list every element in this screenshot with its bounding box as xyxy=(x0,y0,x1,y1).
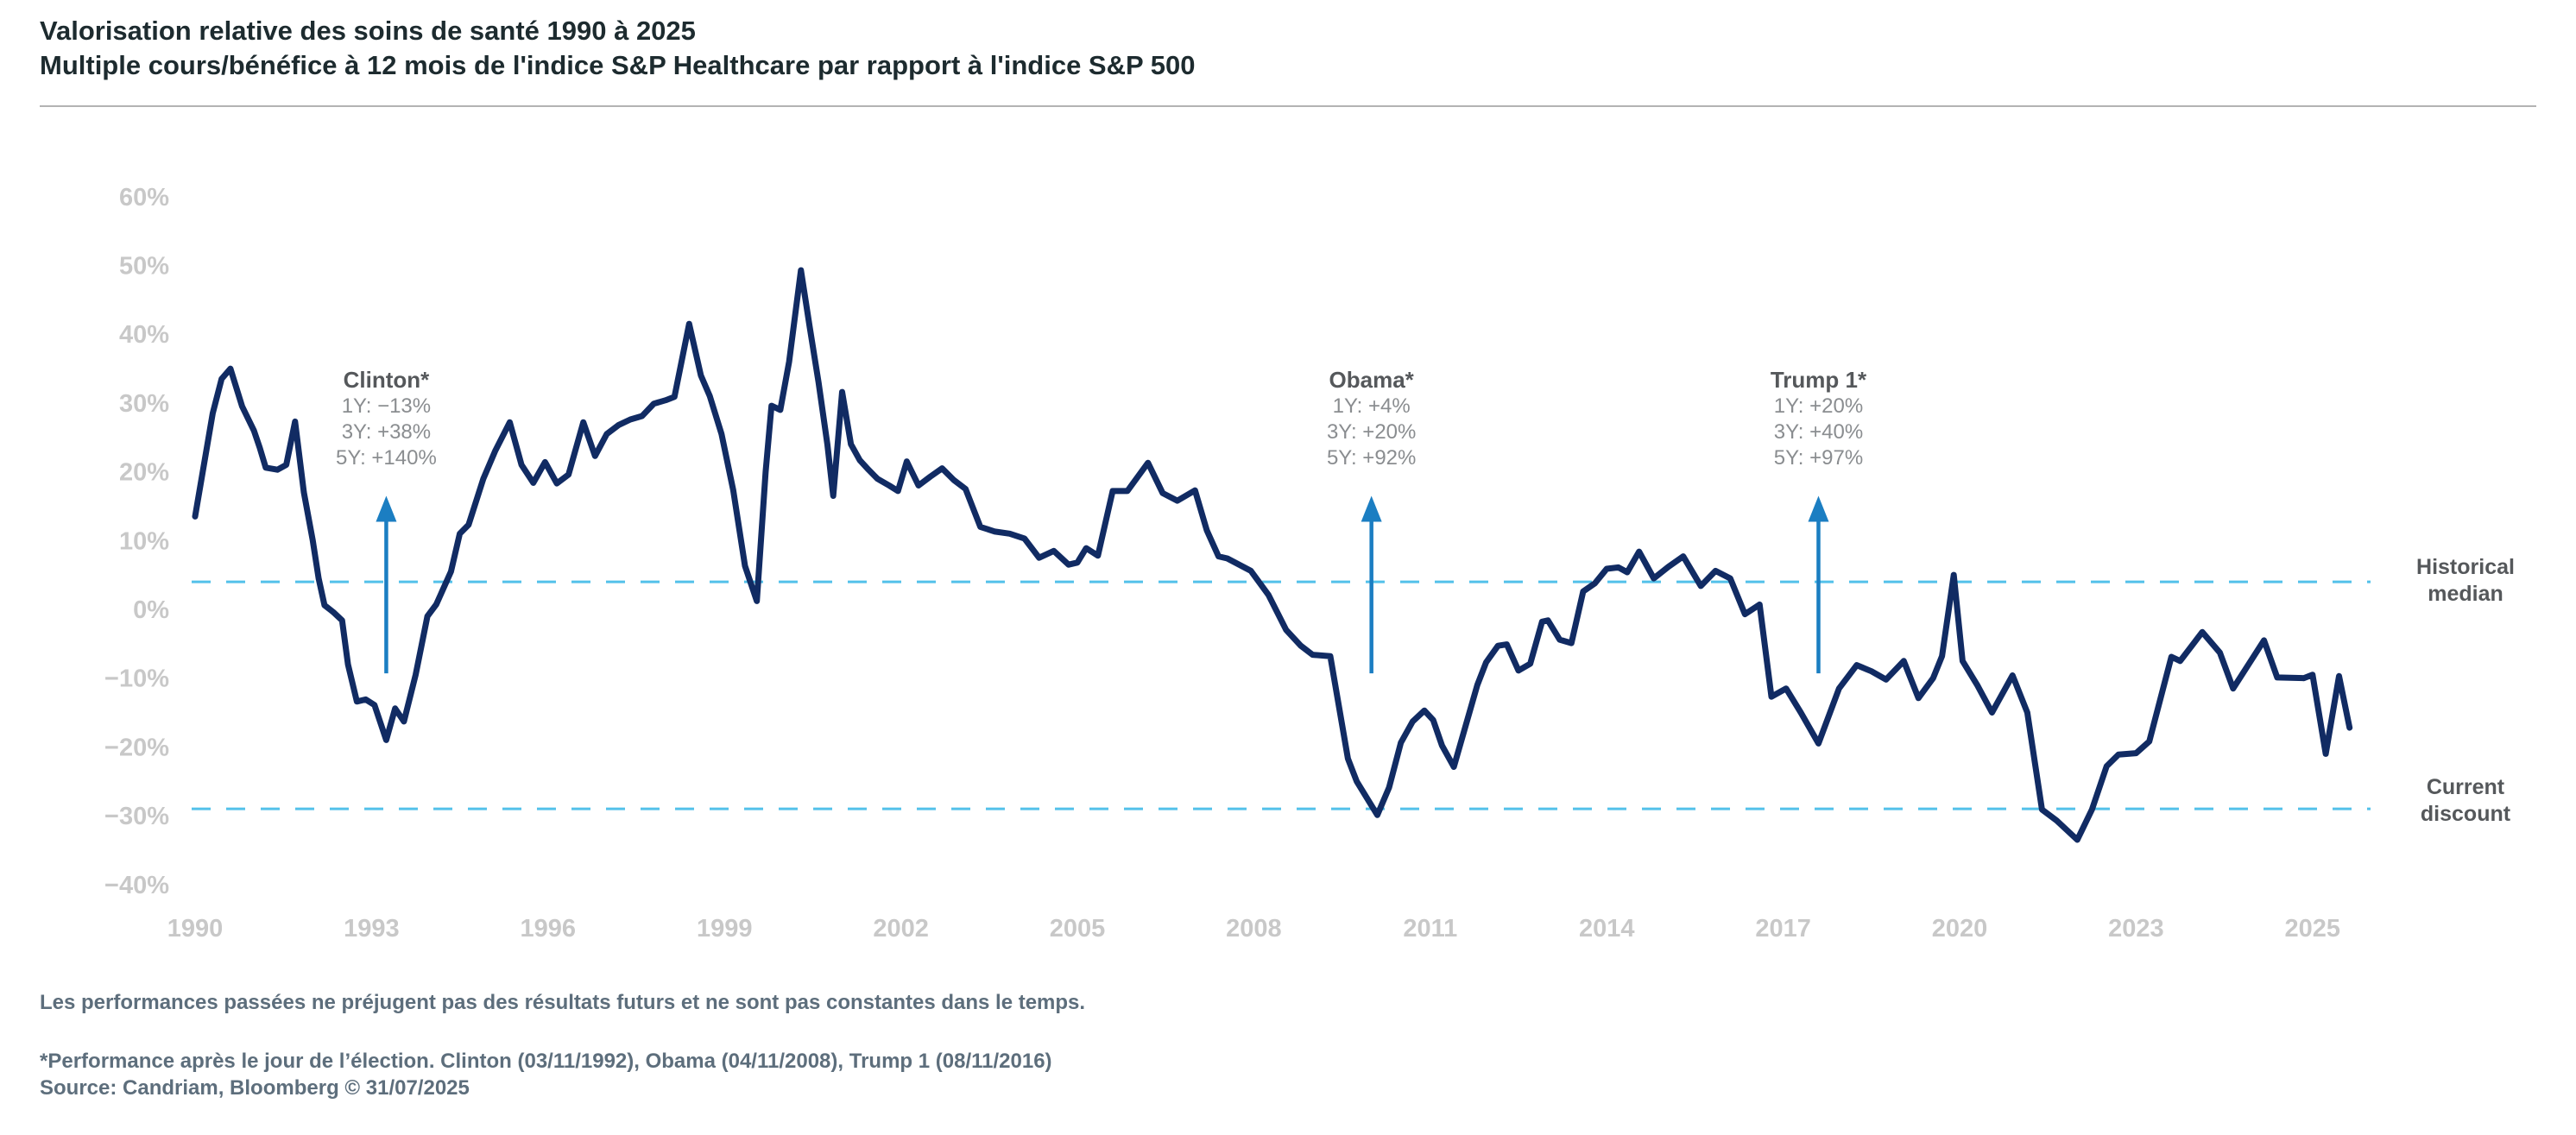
annotation-arrow-head-2 xyxy=(1808,495,1829,522)
annotation-clinton: Clinton* 1Y: −13% 3Y: +38% 5Y: +140% xyxy=(274,366,498,471)
annotation-obama-1y: 1Y: +4% xyxy=(1332,394,1411,418)
annotation-obama: Obama* 1Y: +4% 3Y: +20% 5Y: +92% xyxy=(1260,366,1484,471)
title-divider xyxy=(40,105,2536,107)
annotation-arrow-head-0 xyxy=(376,495,397,522)
footnote-and-source: *Performance après le jour de l’élection… xyxy=(40,1048,1052,1101)
current-discount-label-line1: Current xyxy=(2426,775,2505,800)
y-tick-label-6: 0% xyxy=(133,596,169,624)
y-tick-label-2: 40% xyxy=(119,321,169,349)
x-tick-label-4: 2002 xyxy=(873,915,929,943)
historical-median-label: Historical median xyxy=(2371,554,2560,608)
x-tick-label-1: 1993 xyxy=(344,915,400,943)
y-tick-label-3: 30% xyxy=(119,390,169,418)
x-tick-label-10: 2020 xyxy=(1932,915,1988,943)
y-tick-label-1: 50% xyxy=(119,253,169,281)
annotation-trump1-title: Trump 1* xyxy=(1770,367,1867,393)
y-tick-label-7: −10% xyxy=(104,665,169,693)
annotation-clinton-1y: 1Y: −13% xyxy=(341,394,432,418)
annotation-clinton-3y: 3Y: +38% xyxy=(341,420,432,444)
current-discount-label-line2: discount xyxy=(2420,802,2511,827)
annotation-obama-title: Obama* xyxy=(1329,367,1414,393)
relative-valuation-line xyxy=(192,267,2353,843)
performance-disclaimer: Les performances passées ne préjugent pa… xyxy=(40,991,1086,1014)
source-line: Source: Candriam, Bloomberg © 31/07/2025 xyxy=(40,1076,470,1100)
x-tick-label-12: 2025 xyxy=(2285,915,2341,943)
y-tick-label-4: 20% xyxy=(119,459,169,487)
y-tick-label-8: −20% xyxy=(104,734,169,761)
x-tick-label-9: 2017 xyxy=(1755,915,1811,943)
y-tick-label-10: −40% xyxy=(104,872,169,899)
election-footnote: *Performance après le jour de l’élection… xyxy=(40,1050,1052,1073)
page-title: Valorisation relative des soins de santé… xyxy=(40,14,1195,83)
x-tick-label-2: 1996 xyxy=(521,915,577,943)
chart-title-line2: Multiple cours/bénéfice à 12 mois de l'i… xyxy=(40,50,1196,80)
historical-median-label-line2: median xyxy=(2428,582,2503,607)
y-tick-label-5: 10% xyxy=(119,527,169,555)
annotation-trump1: Trump 1* 1Y: +20% 3Y: +40% 5Y: +97% xyxy=(1706,366,1930,471)
current-discount-label: Current discount xyxy=(2371,774,2560,828)
annotation-obama-3y: 3Y: +20% xyxy=(1326,420,1417,444)
annotation-trump1-3y: 3Y: +40% xyxy=(1773,420,1864,444)
annotation-clinton-title: Clinton* xyxy=(343,367,430,393)
historical-median-label-line1: Historical xyxy=(2416,555,2515,580)
x-tick-label-11: 2023 xyxy=(2108,915,2164,943)
x-tick-label-5: 2005 xyxy=(1050,915,1106,943)
annotation-trump1-5y: 5Y: +97% xyxy=(1773,446,1864,470)
x-tick-label-7: 2011 xyxy=(1403,915,1457,943)
y-tick-label-9: −30% xyxy=(104,803,169,830)
annotation-trump1-1y: 1Y: +20% xyxy=(1773,394,1864,418)
chart-title-line1: Valorisation relative des soins de santé… xyxy=(40,16,696,46)
annotation-obama-5y: 5Y: +92% xyxy=(1326,446,1417,470)
x-tick-label-8: 2014 xyxy=(1579,915,1635,943)
x-tick-label-6: 2008 xyxy=(1226,915,1282,943)
y-tick-label-0: 60% xyxy=(119,184,169,211)
annotation-arrow-head-1 xyxy=(1361,495,1382,522)
x-tick-label-0: 1990 xyxy=(167,915,224,943)
annotation-clinton-5y: 5Y: +140% xyxy=(336,446,437,470)
x-tick-label-3: 1999 xyxy=(697,915,753,943)
